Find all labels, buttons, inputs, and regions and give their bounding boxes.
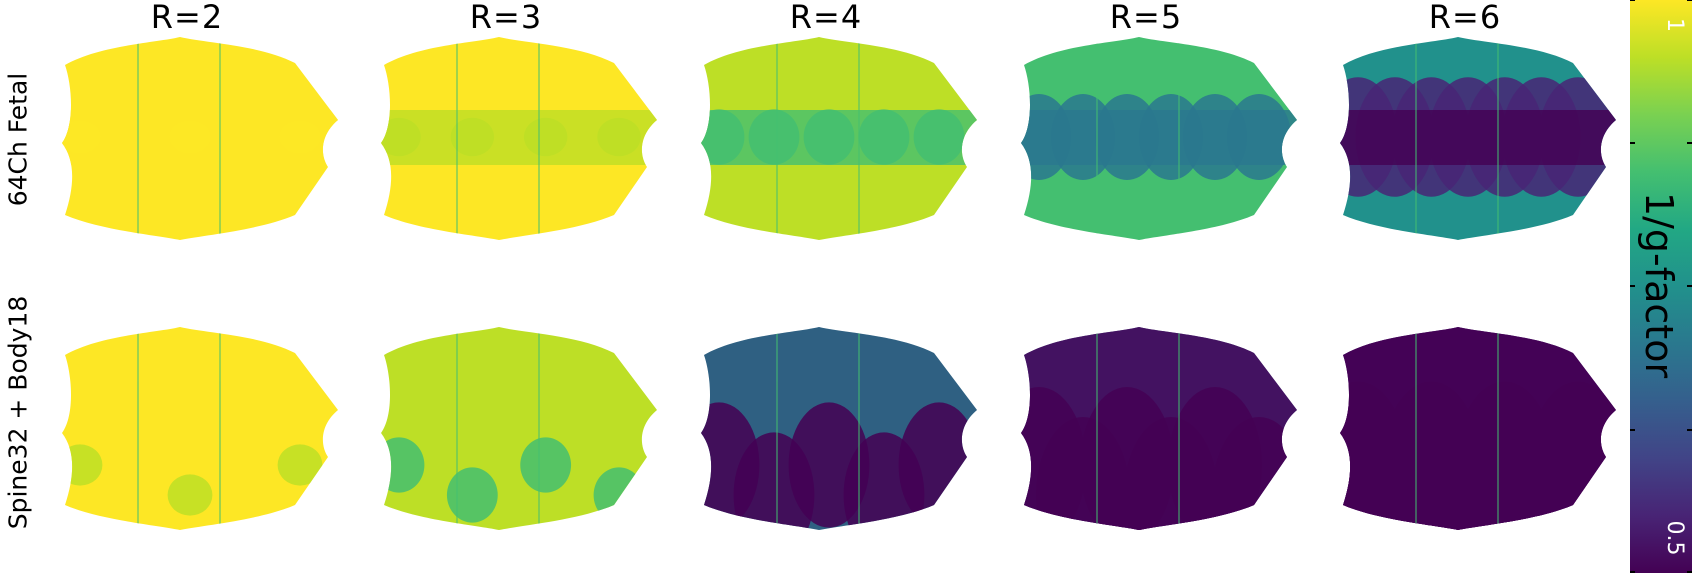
heatmap-panel-row1-r2 bbox=[20, 315, 345, 540]
colorbar-label: 1/g-factor bbox=[1637, 192, 1681, 379]
colorbar-tick-label-min: 0.5 bbox=[1662, 521, 1687, 556]
heatmap-region bbox=[277, 444, 323, 486]
heatmap-panel-row0-r2 bbox=[20, 25, 345, 250]
column-title-r4: R=4 bbox=[789, 0, 863, 36]
heatmap-dark-fill bbox=[1021, 327, 1297, 530]
heatmap-panel-row1-r4 bbox=[659, 315, 984, 540]
colorbar-ticks bbox=[1630, 0, 1692, 573]
heatmap-panel-row0-r5 bbox=[979, 25, 1304, 250]
heatmap-region bbox=[593, 467, 645, 523]
heatmap-band bbox=[701, 110, 977, 165]
column-title-r3: R=3 bbox=[469, 0, 543, 36]
heatmap-panel-row1-r6 bbox=[1298, 315, 1623, 540]
column-title-r2: R=2 bbox=[150, 0, 224, 36]
heatmap-region bbox=[446, 467, 498, 523]
heatmap-panel-row1-r3 bbox=[339, 315, 664, 540]
heatmap-panel-row0-r6 bbox=[1298, 25, 1623, 250]
heatmap-base bbox=[381, 327, 657, 530]
heatmap-panel-row0-r4 bbox=[659, 25, 984, 250]
heatmap-dark-fill bbox=[1340, 327, 1616, 530]
colorbar-gradient bbox=[1630, 0, 1692, 573]
heatmap-region bbox=[520, 437, 572, 493]
heatmap-panel-row0-r3 bbox=[339, 25, 664, 250]
colorbar: 1 0.5 1/g-factor bbox=[1630, 0, 1692, 573]
heatmap-panel-row1-r5 bbox=[979, 315, 1304, 540]
column-title-r6: R=6 bbox=[1428, 0, 1502, 36]
heatmap-band bbox=[1340, 110, 1616, 165]
heatmap-dark-fill bbox=[701, 327, 977, 530]
column-title-r5: R=5 bbox=[1109, 0, 1183, 36]
colorbar-tick-label-max: 1 bbox=[1662, 18, 1687, 32]
heatmap-band bbox=[1021, 110, 1297, 165]
heatmap-region bbox=[167, 474, 213, 516]
heatmap-region bbox=[62, 444, 103, 486]
heatmap-band bbox=[62, 110, 338, 165]
heatmap-region bbox=[381, 437, 425, 493]
heatmap-band bbox=[381, 110, 657, 165]
